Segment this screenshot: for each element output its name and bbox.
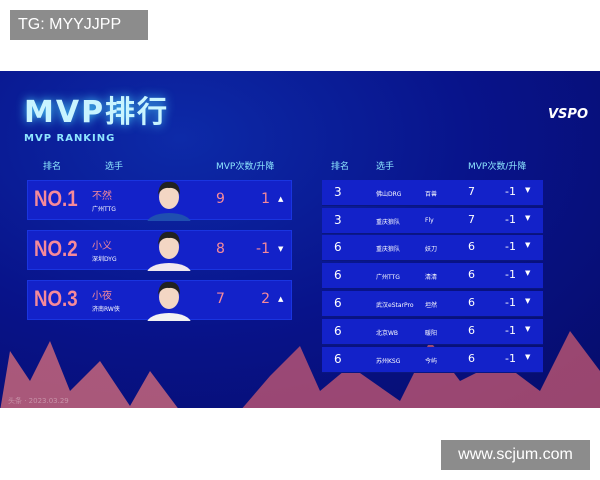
- ranking-row: 6 北京WB 暖阳 6 -1 ▼: [322, 319, 543, 345]
- ranking-row: 6 武汉eStarPro 坦然 6 -1 ▼: [322, 291, 543, 317]
- rank: 6: [334, 324, 342, 338]
- top-player-card: NO.3 小夜 济南RW侠 7 2 ▲: [27, 277, 292, 321]
- rank-change: -1: [505, 296, 516, 309]
- watermark-top: TG: MYYJJPP: [10, 10, 148, 40]
- vspo-logo: VSPO: [548, 107, 589, 122]
- mvp-count: 6: [468, 268, 475, 281]
- arrow-down-icon: ▼: [525, 214, 531, 222]
- ranking-row: 3 佛山DRG 百兽 7 -1 ▼: [322, 180, 543, 206]
- mvp-count: 6: [468, 352, 475, 365]
- mvp-count: 6: [468, 240, 475, 253]
- rank-change: -1: [505, 213, 516, 226]
- player-name: 清清: [425, 274, 438, 281]
- rank-change: -1: [505, 240, 516, 253]
- header-rank-right: 排名: [331, 162, 350, 172]
- ranking-row: 6 苏州KSG 今屿 6 -1 ▼: [322, 347, 543, 373]
- rank: 6: [334, 268, 342, 282]
- rank-change: -1: [505, 352, 516, 365]
- mvp-ranking-graphic: MVP排行 MVP RANKING VSPO 排名 选手 MVP次数/升降 排名…: [0, 71, 600, 408]
- team-name: 重庆狼队: [376, 219, 401, 226]
- rank-label: NO.3: [34, 286, 78, 311]
- rank-change: -1: [505, 268, 516, 281]
- team-name: 佛山DRG: [376, 191, 402, 198]
- player-name: 小夜: [92, 291, 112, 302]
- player-name: 不然: [92, 191, 112, 202]
- arrow-up-icon: ▲: [278, 295, 284, 303]
- rank-change: -1: [505, 185, 516, 198]
- team-name: 重庆狼队: [376, 246, 401, 253]
- footer-watermark: 头条 · 2023.03.29: [8, 397, 69, 405]
- mvp-count: 7: [216, 291, 225, 307]
- rank: 3: [334, 213, 342, 227]
- page-subtitle: MVP RANKING: [24, 133, 116, 144]
- mvp-count: 8: [216, 241, 225, 257]
- player-name: 今屿: [425, 358, 438, 365]
- ranking-row: 6 重庆狼队 妖刀 6 -1 ▼: [322, 235, 543, 261]
- header-rank: 排名: [43, 162, 62, 172]
- player-name: 小义: [92, 241, 112, 252]
- rank: 6: [334, 240, 342, 254]
- rank-change: 1: [261, 191, 270, 207]
- top-player-card: NO.1 不然 广州TTG 9 1 ▲: [27, 177, 292, 221]
- watermark-bottom: www.scjum.com: [441, 440, 590, 470]
- team-name: 北京WB: [376, 330, 399, 337]
- player-avatar: [146, 277, 192, 321]
- player-name: 坦然: [425, 302, 438, 309]
- arrow-down-icon: ▼: [525, 241, 531, 249]
- ranking-row: 3 重庆狼队 Fly 7 -1 ▼: [322, 208, 543, 234]
- rank-change: -1: [256, 241, 270, 257]
- rank-change: 2: [261, 291, 270, 307]
- arrow-down-icon: ▼: [278, 245, 284, 253]
- arrow-down-icon: ▼: [525, 269, 531, 277]
- rank-label: NO.1: [34, 186, 78, 211]
- arrow-down-icon: ▼: [525, 353, 531, 361]
- header-player-right: 选手: [376, 162, 395, 172]
- player-name: 妖刀: [425, 246, 438, 253]
- mvp-count: 6: [468, 324, 475, 337]
- arrow-down-icon: ▼: [525, 325, 531, 333]
- team-name: 苏州KSG: [376, 358, 401, 365]
- player-avatar: [146, 177, 192, 221]
- player-name: 百兽: [425, 191, 438, 198]
- header-mvp: MVP次数/升降: [216, 162, 275, 172]
- header-mvp-right: MVP次数/升降: [468, 162, 527, 172]
- player-name: 暖阳: [425, 330, 438, 337]
- mvp-count: 6: [468, 296, 475, 309]
- rank: 6: [334, 296, 342, 310]
- rank: 6: [334, 352, 342, 366]
- arrow-down-icon: ▼: [525, 186, 531, 194]
- mvp-count: 9: [216, 191, 225, 207]
- team-name: 济南RW侠: [92, 306, 120, 313]
- team-name: 广州TTG: [92, 206, 116, 213]
- player-name: Fly: [425, 217, 434, 224]
- team-name: 广州TTG: [376, 274, 400, 281]
- arrow-up-icon: ▲: [278, 195, 284, 203]
- mvp-count: 7: [468, 185, 475, 198]
- team-name: 深圳DYG: [92, 256, 117, 263]
- mvp-count: 7: [468, 213, 475, 226]
- rank-change: -1: [505, 324, 516, 337]
- player-avatar: [146, 227, 192, 271]
- ranking-row: 6 广州TTG 清清 6 -1 ▼: [322, 263, 543, 289]
- top-player-card: NO.2 小义 深圳DYG 8 -1 ▼: [27, 227, 292, 271]
- team-name: 武汉eStarPro: [376, 302, 414, 309]
- header-player: 选手: [105, 162, 124, 172]
- page-title: MVP排行: [24, 95, 170, 130]
- rank-label: NO.2: [34, 236, 78, 261]
- arrow-down-icon: ▼: [525, 297, 531, 305]
- rank: 3: [334, 185, 342, 199]
